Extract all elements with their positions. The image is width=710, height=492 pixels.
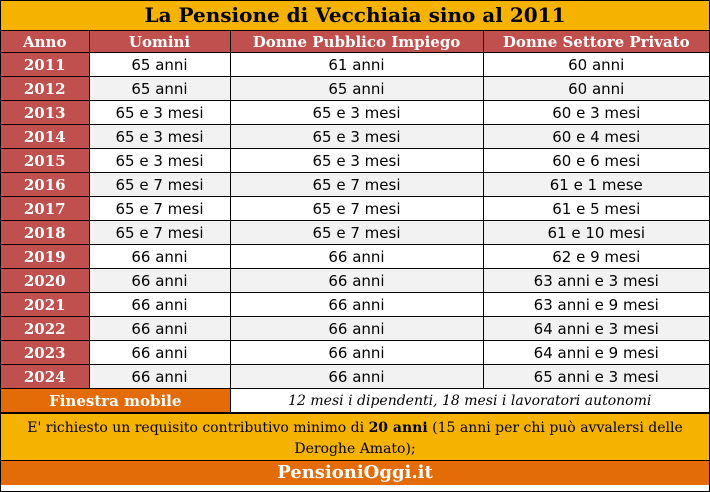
men-cell: 66 anni <box>88 292 231 317</box>
men-cell: 66 anni <box>88 340 231 365</box>
table-title: La Pensione di Vecchiaia sino al 2011 <box>1 1 709 31</box>
column-header-women-private: Donne Settore Privato <box>482 31 709 53</box>
women-public-cell: 65 e 3 mesi <box>229 124 484 149</box>
women-private-cell: 65 anni e 3 mesi <box>482 364 709 389</box>
women-public-cell: 65 e 3 mesi <box>229 148 484 173</box>
column-header-year: Anno <box>1 31 90 53</box>
table-row: 2015 65 e 3 mesi 65 e 3 mesi 60 e 6 mesi <box>1 148 709 173</box>
men-cell: 65 e 7 mesi <box>88 220 231 245</box>
table-row: 2014 65 e 3 mesi 65 e 3 mesi 60 e 4 mesi <box>1 124 709 149</box>
finestra-label: Finestra mobile <box>1 388 231 413</box>
women-public-cell: 66 anni <box>229 340 484 365</box>
table-header-row: Anno Uomini Donne Pubblico Impiego Donne… <box>1 31 709 53</box>
year-cell: 2019 <box>1 244 90 269</box>
year-cell: 2014 <box>1 124 90 149</box>
table-row: 2019 66 anni 66 anni 62 e 9 mesi <box>1 244 709 269</box>
note-text-before: E' richiesto un requisito contributivo m… <box>27 420 369 436</box>
women-public-cell: 66 anni <box>229 316 484 341</box>
women-public-cell: 61 anni <box>229 52 484 77</box>
note-text-after: (15 anni per chi può avvalersi delle Der… <box>294 420 683 457</box>
table-row: 2018 65 e 7 mesi 65 e 7 mesi 61 e 10 mesi <box>1 220 709 245</box>
year-cell: 2022 <box>1 316 90 341</box>
finestra-value: 12 mesi i dipendenti, 18 mesi i lavorato… <box>229 388 709 413</box>
table-row: 2021 66 anni 66 anni 63 anni e 9 mesi <box>1 292 709 317</box>
column-header-men: Uomini <box>88 31 231 53</box>
year-cell: 2024 <box>1 364 90 389</box>
table-row: 2013 65 e 3 mesi 65 e 3 mesi 60 e 3 mesi <box>1 100 709 125</box>
table-row: 2011 65 anni 61 anni 60 anni <box>1 52 709 77</box>
year-cell: 2018 <box>1 220 90 245</box>
men-cell: 65 e 7 mesi <box>88 196 231 221</box>
year-cell: 2012 <box>1 76 90 101</box>
women-private-cell: 60 e 6 mesi <box>482 148 709 173</box>
women-private-cell: 60 anni <box>482 76 709 101</box>
column-header-women-public: Donne Pubblico Impiego <box>229 31 484 53</box>
women-public-cell: 66 anni <box>229 292 484 317</box>
table-body: 2011 65 anni 61 anni 60 anni 2012 65 anni 65 a… <box>1 52 709 389</box>
women-private-cell: 60 e 3 mesi <box>482 100 709 125</box>
pension-table: Anno Uomini Donne Pubblico Impiego Donne… <box>1 31 709 413</box>
men-cell: 65 e 7 mesi <box>88 172 231 197</box>
women-public-cell: 65 e 7 mesi <box>229 196 484 221</box>
women-public-cell: 65 anni <box>229 76 484 101</box>
year-cell: 2021 <box>1 292 90 317</box>
women-public-cell: 65 e 7 mesi <box>229 172 484 197</box>
women-private-cell: 61 e 1 mese <box>482 172 709 197</box>
men-cell: 66 anni <box>88 268 231 293</box>
table-row: 2023 66 anni 66 anni 64 anni e 9 mesi <box>1 340 709 365</box>
men-cell: 66 anni <box>88 364 231 389</box>
women-public-cell: 66 anni <box>229 244 484 269</box>
year-cell: 2017 <box>1 196 90 221</box>
table-row: 2016 65 e 7 mesi 65 e 7 mesi 61 e 1 mese <box>1 172 709 197</box>
table-row: 2022 66 anni 66 anni 64 anni e 3 mesi <box>1 316 709 341</box>
year-cell: 2011 <box>1 52 90 77</box>
women-public-cell: 66 anni <box>229 268 484 293</box>
women-private-cell: 64 anni e 3 mesi <box>482 316 709 341</box>
women-private-cell: 62 e 9 mesi <box>482 244 709 269</box>
women-private-cell: 61 e 10 mesi <box>482 220 709 245</box>
note-text-bold: 20 anni <box>368 420 428 436</box>
women-public-cell: 65 e 3 mesi <box>229 100 484 125</box>
table-row: 2017 65 e 7 mesi 65 e 7 mesi 61 e 5 mesi <box>1 196 709 221</box>
contribution-note: E' richiesto un requisito contributivo m… <box>1 413 709 460</box>
year-cell: 2013 <box>1 100 90 125</box>
men-cell: 66 anni <box>88 316 231 341</box>
women-private-cell: 63 anni e 3 mesi <box>482 268 709 293</box>
footer-brand: PensioniOggi.it <box>1 460 709 485</box>
men-cell: 65 e 3 mesi <box>88 124 231 149</box>
women-private-cell: 61 e 5 mesi <box>482 196 709 221</box>
table-row: 2020 66 anni 66 anni 63 anni e 3 mesi <box>1 268 709 293</box>
women-private-cell: 63 anni e 9 mesi <box>482 292 709 317</box>
women-public-cell: 65 e 7 mesi <box>229 220 484 245</box>
year-cell: 2020 <box>1 268 90 293</box>
year-cell: 2023 <box>1 340 90 365</box>
table-row: 2012 65 anni 65 anni 60 anni <box>1 76 709 101</box>
year-cell: 2015 <box>1 148 90 173</box>
year-cell: 2016 <box>1 172 90 197</box>
women-private-cell: 60 e 4 mesi <box>482 124 709 149</box>
men-cell: 65 anni <box>88 52 231 77</box>
men-cell: 65 anni <box>88 76 231 101</box>
finestra-row: Finestra mobile 12 mesi i dipendenti, 18… <box>1 388 709 413</box>
table-row: 2024 66 anni 66 anni 65 anni e 3 mesi <box>1 364 709 389</box>
men-cell: 65 e 3 mesi <box>88 100 231 125</box>
men-cell: 65 e 3 mesi <box>88 148 231 173</box>
women-public-cell: 66 anni <box>229 364 484 389</box>
women-private-cell: 60 anni <box>482 52 709 77</box>
women-private-cell: 64 anni e 9 mesi <box>482 340 709 365</box>
men-cell: 66 anni <box>88 244 231 269</box>
